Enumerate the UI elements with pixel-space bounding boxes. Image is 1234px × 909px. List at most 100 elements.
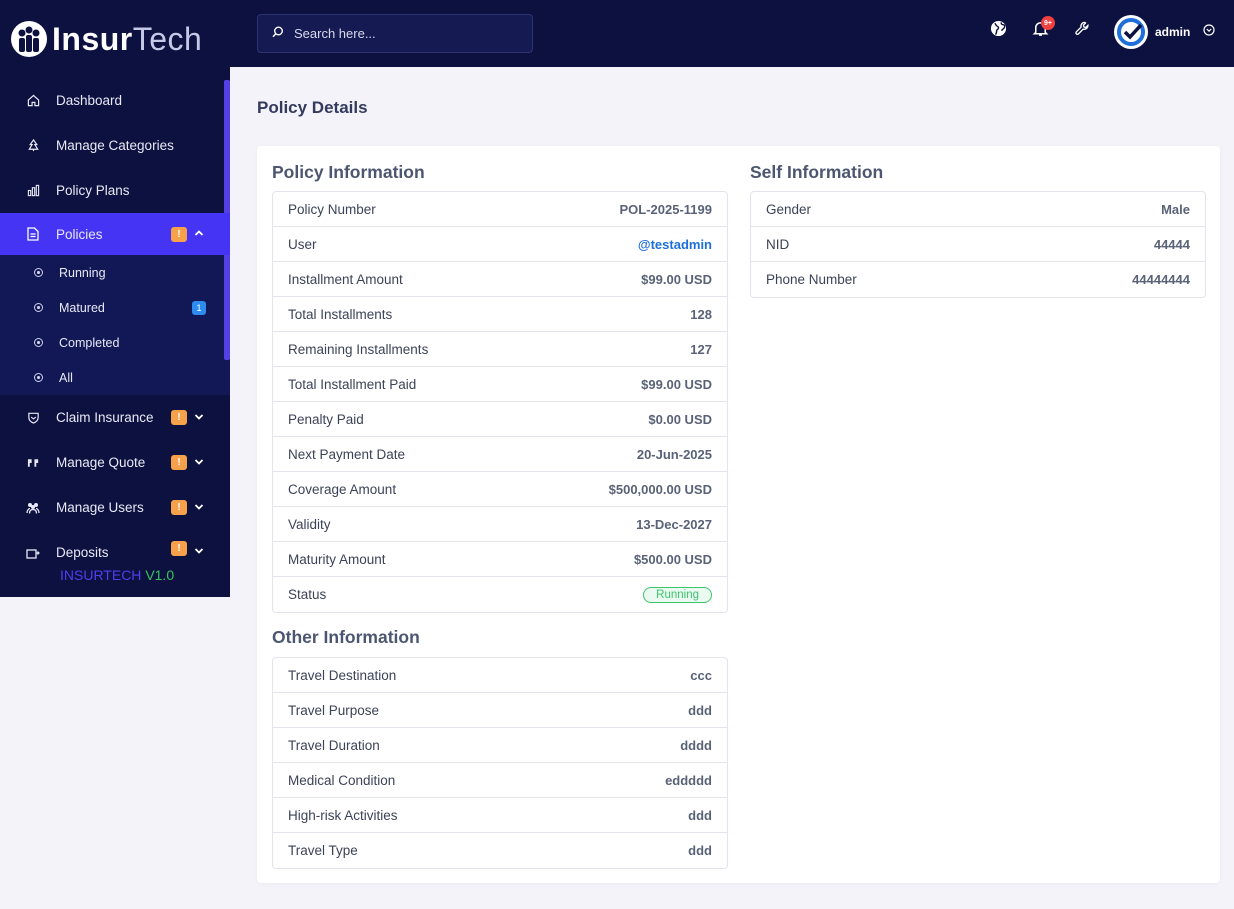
version-name: INSURTECH bbox=[60, 567, 142, 583]
row-label: Phone Number bbox=[766, 272, 857, 287]
sidebar-item-policy-plans[interactable]: Policy Plans bbox=[0, 168, 230, 213]
list-item: User @testadmin bbox=[273, 227, 727, 262]
warning-badge: ! bbox=[171, 541, 187, 556]
wrench-icon bbox=[1074, 20, 1091, 40]
row-value: 13-Dec-2027 bbox=[636, 516, 712, 532]
list-item: High-risk Activities ddd bbox=[273, 798, 727, 833]
page-title: Policy Details bbox=[257, 98, 368, 117]
list-item: Remaining Installments 127 bbox=[273, 332, 727, 367]
list-item: Gender Male bbox=[751, 192, 1205, 227]
circle-dot-icon bbox=[34, 303, 43, 312]
list-item: Travel Duration dddd bbox=[273, 728, 727, 763]
chevron-down-icon[interactable] bbox=[194, 502, 204, 514]
sidebar-item-deposits[interactable]: Deposits ! bbox=[0, 530, 230, 560]
deposit-icon bbox=[26, 546, 40, 560]
row-value: eddddd bbox=[665, 772, 712, 788]
row-label: User bbox=[288, 236, 317, 252]
search-input[interactable] bbox=[294, 26, 514, 41]
circle-dot-icon bbox=[34, 338, 43, 347]
brand-logo[interactable]: InsurTech bbox=[0, 0, 230, 78]
bar-chart-icon bbox=[26, 184, 40, 198]
submenu-item-completed[interactable]: Completed bbox=[0, 325, 230, 360]
row-value: ddd bbox=[688, 843, 712, 858]
row-label: NID bbox=[766, 236, 790, 252]
submenu-item-matured[interactable]: Matured 1 bbox=[0, 290, 230, 325]
user-link[interactable]: @testadmin bbox=[637, 236, 712, 252]
policies-submenu: Running Matured 1 Completed All bbox=[0, 255, 230, 395]
settings-button[interactable] bbox=[1072, 20, 1092, 40]
circle-dot-icon bbox=[34, 373, 43, 382]
row-value: ddd bbox=[688, 702, 712, 718]
row-label: Travel Duration bbox=[288, 737, 380, 753]
chevron-down-icon[interactable] bbox=[194, 412, 204, 424]
chevron-down-icon[interactable] bbox=[194, 546, 204, 558]
row-value: 128 bbox=[690, 306, 712, 322]
sidebar-item-manage-categories[interactable]: Manage Categories bbox=[0, 123, 230, 168]
sidebar-item-label: Deposits bbox=[56, 545, 109, 560]
sidebar-item-manage-users[interactable]: Manage Users ! bbox=[0, 485, 230, 530]
sidebar: InsurTech Dashboard Manage Categories Po… bbox=[0, 0, 230, 597]
list-item: Next Payment Date 20-Jun-2025 bbox=[273, 437, 727, 472]
list-item: Phone Number 44444444 bbox=[751, 262, 1205, 297]
language-button[interactable] bbox=[988, 20, 1008, 40]
warning-badge: ! bbox=[171, 455, 187, 470]
row-value: ccc bbox=[690, 667, 712, 683]
sidebar-item-label: Claim Insurance bbox=[56, 410, 154, 425]
brand-name: InsurTech bbox=[52, 20, 203, 57]
list-item: Installment Amount $99.00 USD bbox=[273, 262, 727, 297]
list-item: Policy Number POL-2025-1199 bbox=[273, 192, 727, 227]
row-label: Installment Amount bbox=[288, 271, 403, 287]
row-label: Policy Number bbox=[288, 201, 376, 217]
row-value: $99.00 USD bbox=[641, 376, 712, 392]
warning-badge: ! bbox=[171, 226, 187, 242]
row-label: Remaining Installments bbox=[288, 341, 429, 357]
home-icon bbox=[26, 94, 40, 108]
chevron-up-icon[interactable] bbox=[194, 228, 204, 240]
row-label: Validity bbox=[288, 516, 331, 532]
submenu-item-label: Completed bbox=[59, 335, 120, 350]
row-value: $0.00 USD bbox=[648, 411, 712, 427]
other-info-list: Travel Destination ccc Travel Purpose ddd … bbox=[272, 657, 728, 869]
policy-info-title: Policy Information bbox=[272, 162, 425, 182]
chevron-down-icon[interactable] bbox=[194, 457, 204, 469]
list-item: Status Running bbox=[273, 577, 727, 612]
circle-dot-icon bbox=[34, 268, 43, 277]
warning-badge: ! bbox=[171, 410, 187, 425]
notifications-button[interactable]: 9+ bbox=[1030, 16, 1055, 40]
list-item: Total Installments 128 bbox=[273, 297, 727, 332]
submenu-item-label: Matured bbox=[59, 300, 105, 315]
app-version: INSURTECH V1.0 bbox=[60, 567, 174, 583]
row-value: $99.00 USD bbox=[641, 271, 712, 287]
warning-badge: ! bbox=[171, 500, 187, 515]
list-item: NID 44444 bbox=[751, 227, 1205, 262]
list-item: Travel Purpose ddd bbox=[273, 693, 727, 728]
avatar[interactable] bbox=[1114, 15, 1148, 49]
chevron-down-circle-icon[interactable] bbox=[1203, 24, 1215, 39]
submenu-item-running[interactable]: Running bbox=[0, 255, 230, 290]
policy-details-card: Policy Information Policy Number POL-2025… bbox=[257, 146, 1220, 883]
list-item: Coverage Amount $500,000.00 USD bbox=[273, 472, 727, 507]
sidebar-nav: Dashboard Manage Categories Policy Plans… bbox=[0, 78, 230, 560]
sidebar-item-claim-insurance[interactable]: Claim Insurance ! bbox=[0, 395, 230, 440]
row-value: ddd bbox=[688, 807, 712, 823]
status-badge: Running bbox=[643, 586, 712, 603]
logo-icon bbox=[11, 21, 47, 57]
list-item: Maturity Amount $500.00 USD bbox=[273, 542, 727, 577]
row-value: $500.00 USD bbox=[633, 551, 712, 567]
user-name[interactable]: admin bbox=[1155, 25, 1191, 39]
users-icon bbox=[26, 501, 40, 515]
sidebar-item-policies[interactable]: Policies ! bbox=[0, 213, 230, 255]
sidebar-item-label: Manage Users bbox=[56, 500, 144, 515]
sidebar-item-label: Dashboard bbox=[56, 93, 123, 108]
sidebar-item-dashboard[interactable]: Dashboard bbox=[0, 78, 230, 123]
row-value: POL-2025-1199 bbox=[619, 201, 712, 217]
submenu-item-all[interactable]: All bbox=[0, 360, 230, 395]
row-label: Coverage Amount bbox=[288, 481, 397, 497]
search-icon bbox=[272, 26, 284, 41]
sidebar-item-label: Policies bbox=[56, 226, 103, 242]
sidebar-item-manage-quote[interactable]: Manage Quote ! bbox=[0, 440, 230, 485]
row-value: 127 bbox=[690, 341, 712, 357]
row-label: Maturity Amount bbox=[288, 551, 386, 567]
list-item: Total Installment Paid $99.00 USD bbox=[273, 367, 727, 402]
row-value: $500,000.00 USD bbox=[608, 481, 712, 497]
